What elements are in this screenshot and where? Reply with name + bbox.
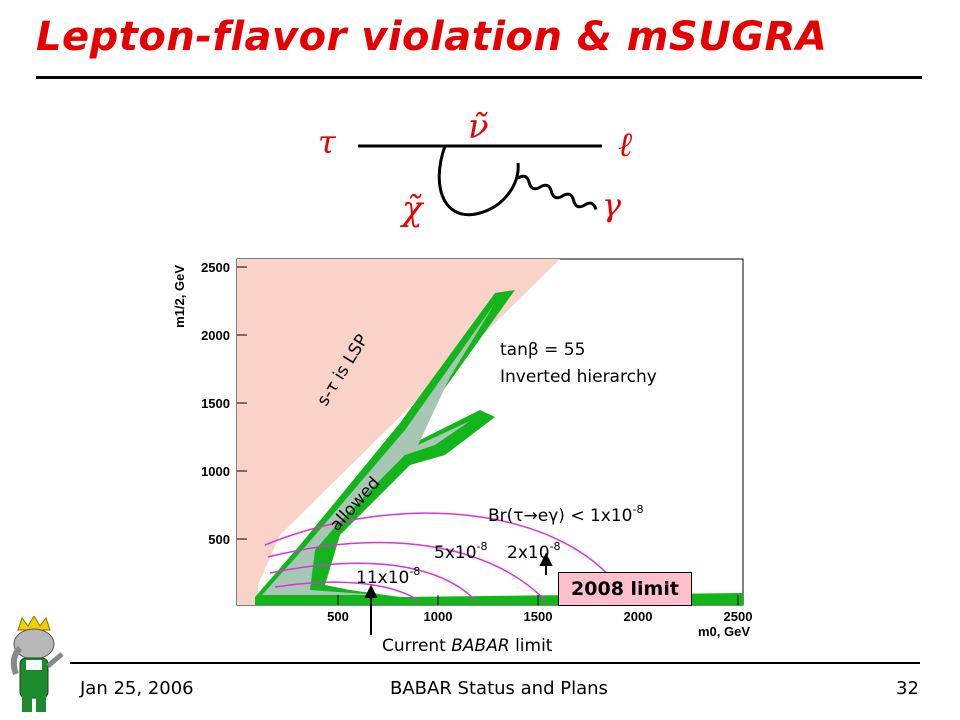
footer-rule	[70, 662, 920, 664]
contour-label-5: 5x10-8	[434, 540, 487, 563]
contour-label-1: Br(τ→eγ) < 1x10-8	[488, 503, 643, 526]
photon-line	[517, 174, 598, 210]
limit-2008-box: 2008 limit	[558, 572, 692, 606]
hierarchy-label: Inverted hierarchy	[500, 367, 657, 387]
neutralino-loop	[437, 145, 520, 217]
photon-symbol: γ	[602, 186, 622, 224]
slide-title: Lepton-flavor violation & mSUGRA	[36, 14, 828, 60]
footer-date: Jan 25, 2006	[80, 678, 194, 699]
contour-label-2: 2x10-8	[507, 540, 560, 563]
msugra-plot: 2500 2000 1500 1000 500 500 1000 1500 20…	[172, 258, 753, 656]
tanb-label: tanβ = 55	[500, 340, 585, 360]
lepton-symbol: ℓ	[618, 125, 632, 165]
contour-2e-8	[267, 541, 546, 601]
y-tick-label: 1000	[201, 464, 230, 479]
x-axis-label: m0, GeV	[698, 624, 750, 639]
stau-lsp-region	[237, 259, 560, 605]
y-axis-label: m1/2, GeV	[172, 265, 187, 328]
x-tick-label: 500	[327, 609, 349, 624]
page-number: 32	[896, 678, 919, 699]
contour-5e-8	[269, 562, 476, 601]
x-tick-label: 2500	[724, 609, 753, 624]
footer-title: BABAR Status and Plans	[390, 678, 608, 699]
y-tick-label: 2500	[201, 260, 230, 275]
sneutrino-symbol: ν̃	[468, 107, 489, 147]
title-underline	[36, 76, 922, 79]
y-ticks	[237, 266, 247, 540]
tau-symbol: τ	[318, 123, 337, 161]
contour-11e-8	[274, 581, 419, 601]
current-limit-label: Current BABAR limit	[382, 636, 553, 656]
contour-label-11: 11x10-8	[356, 565, 420, 588]
feynman-diagram: τ ν̃ ℓ χ̃ γ	[318, 107, 632, 229]
babar-elephant-logo	[10, 616, 64, 712]
br-contours	[264, 512, 629, 601]
x-tick-label: 1500	[524, 609, 553, 624]
x-tick-label: 2000	[624, 609, 653, 624]
y-tick-label: 2000	[201, 328, 230, 343]
neutralino-symbol: χ̃	[400, 189, 425, 229]
x-tick-label: 1000	[424, 609, 453, 624]
y-tick-label: 1500	[201, 396, 230, 411]
contour-1e-8	[264, 512, 629, 601]
y-tick-label: 500	[208, 532, 230, 547]
